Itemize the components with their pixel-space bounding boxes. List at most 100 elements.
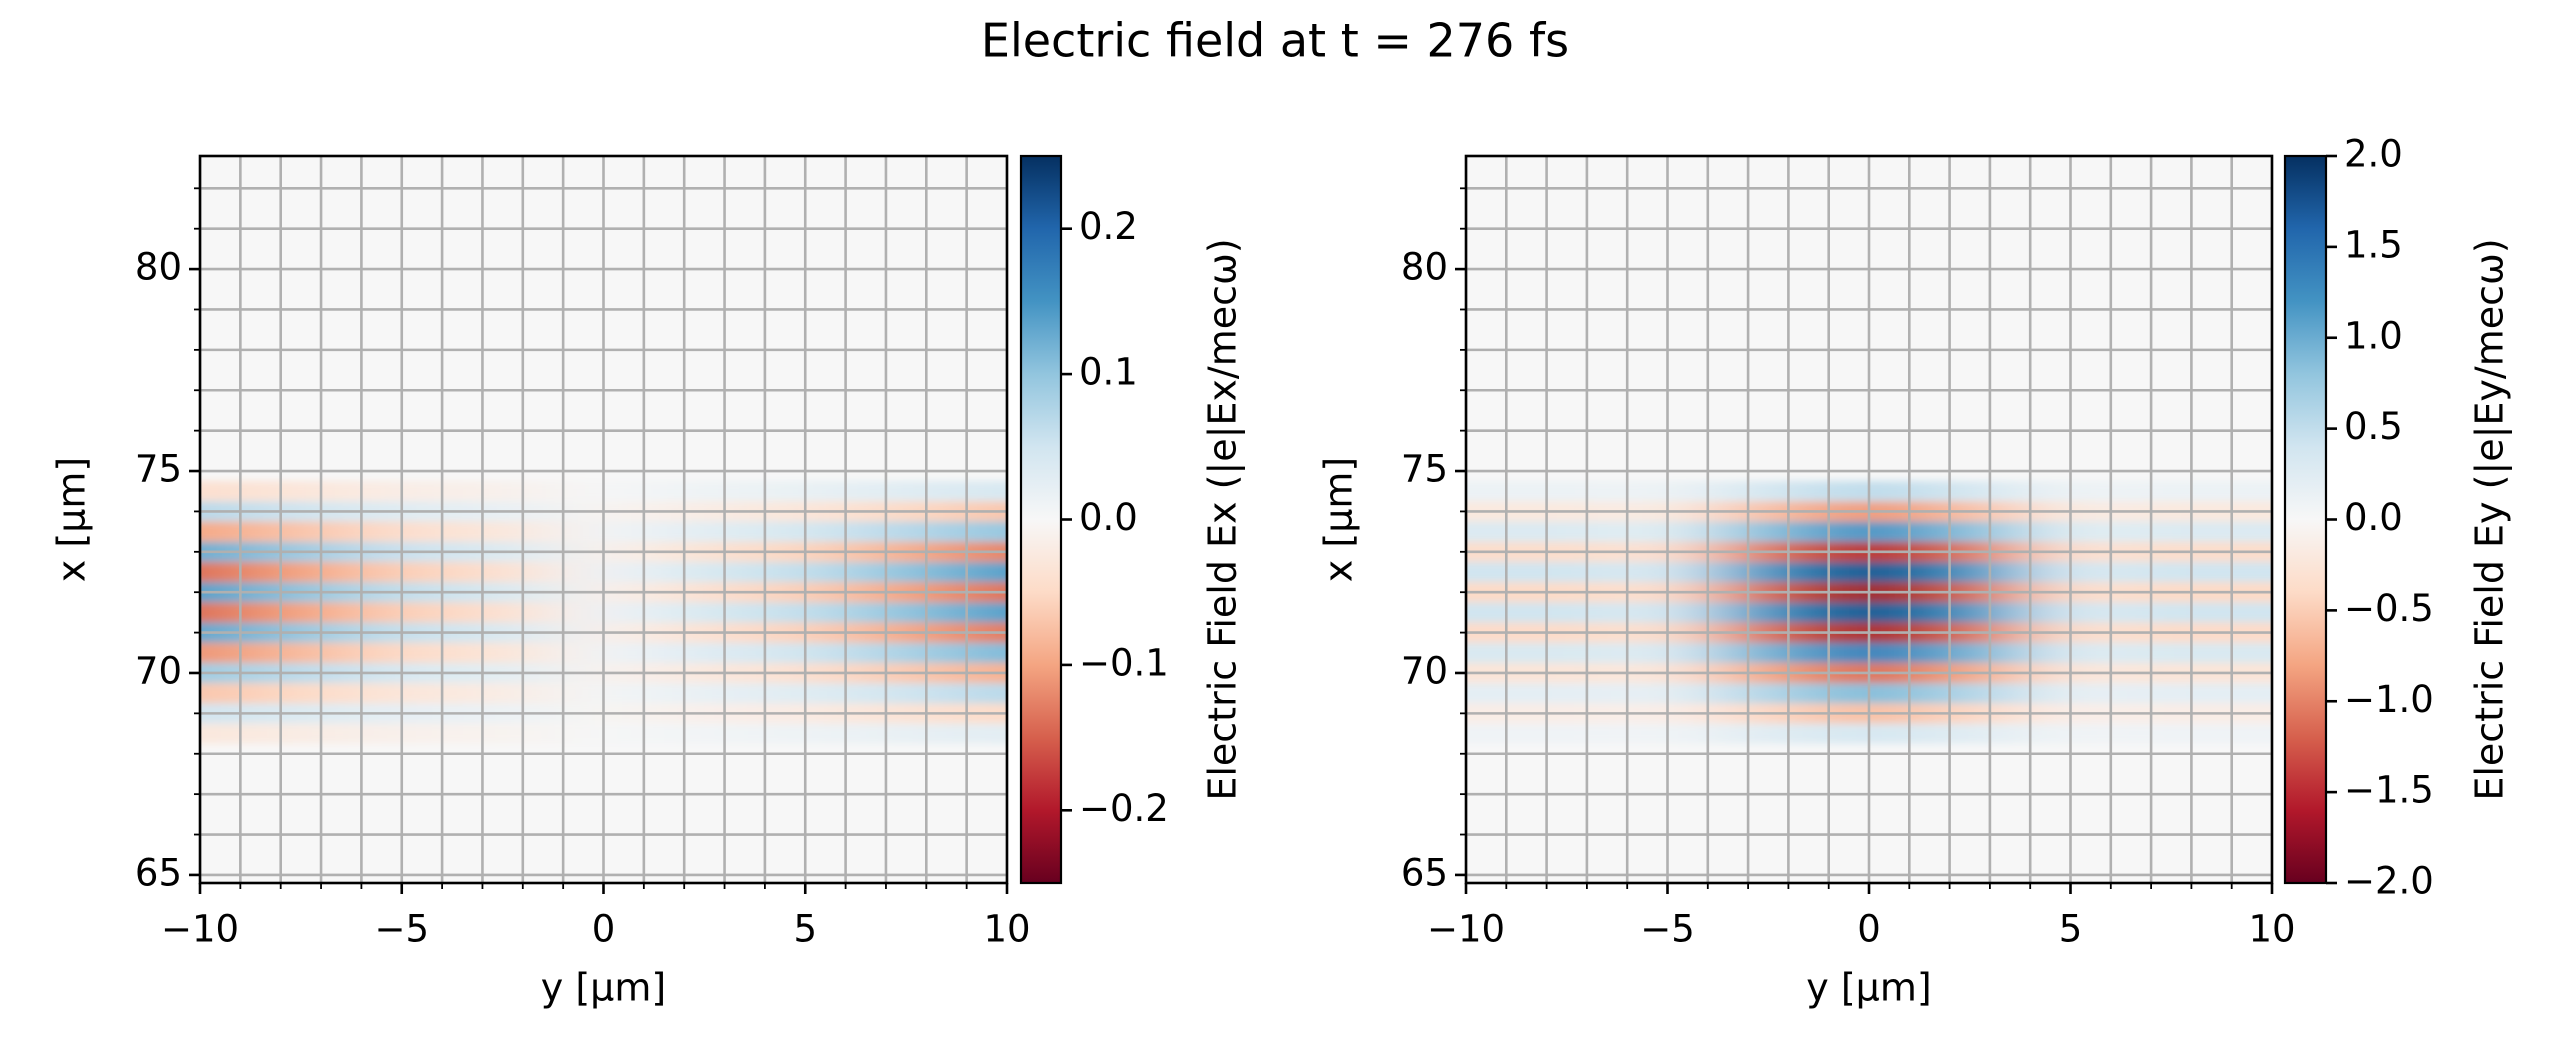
heatmap-cell [2221,481,2272,502]
heatmap-cell [653,521,755,542]
heatmap-cell [1919,683,2021,704]
heatmap-cell [2221,561,2272,583]
heatmap-cell [1516,481,1618,502]
heatmap-cell [1919,723,2021,744]
heatmap-cell [1516,683,1618,704]
heatmap-cell [1516,521,1618,542]
y-tick-label: 75 [135,448,182,491]
heatmap-cell [1717,481,1819,502]
heatmap-cell [1516,561,1618,583]
heatmap-cell [200,481,251,502]
y-axis-label: x [µm] [1317,457,1361,582]
heatmap-cell [956,723,1007,744]
colorbar-tick-label: −1.0 [2344,678,2434,721]
heatmap-cell [452,642,554,663]
heatmap-cell [200,561,251,583]
heatmap-cell [1919,602,2021,623]
heatmap-cell [200,642,251,663]
heatmap-cell [1919,561,2021,583]
heatmap-cell [2221,521,2272,542]
colorbar-tick-label: −2.0 [2344,860,2434,903]
x-tick-label: 5 [2059,908,2083,951]
x-tick-label: 10 [2248,908,2295,951]
heatmap-cell [1466,683,1517,704]
heatmap-cell [653,723,755,744]
colorbar-tick-label: 2.0 [2344,133,2403,176]
heatmap-cell [452,683,554,704]
heatmap-cell [2120,683,2222,704]
figure-title: Electric field at t = 276 fs [981,14,1569,68]
heatmap-cell [250,683,352,704]
heatmap-cell [2221,683,2272,704]
plot-area [200,156,1007,883]
heatmap-cell [855,521,957,542]
heatmap-cell [1919,521,2021,542]
heatmap-cell [200,723,251,744]
heatmap-cell [1516,642,1618,663]
heatmap-cell [2120,521,2222,542]
heatmap-cell [855,561,957,583]
x-tick-label: 0 [1857,908,1881,951]
y-tick-label: 80 [1401,246,1448,289]
heatmap-cell [1466,521,1517,542]
heatmap-cell [200,521,251,542]
plot-area [1466,156,2272,883]
heatmap-cell [1516,602,1618,623]
heatmap-cell [653,561,755,583]
heatmap-cell [653,602,755,623]
heatmap-cell [250,723,352,744]
heatmap-cell [956,683,1007,704]
heatmap-cell [1717,723,1819,744]
heatmap-cell [1717,683,1819,704]
colorbar-tick-label: 1.5 [2344,223,2403,266]
y-tick-label: 65 [1401,851,1448,894]
heatmap-cell [1466,723,1517,744]
colorbar-tick-label: −0.5 [2344,587,2434,630]
heatmap-cell [855,723,957,744]
heatmap-cell [2221,723,2272,744]
x-axis-label: y [µm] [541,966,666,1010]
heatmap-cell [956,642,1007,663]
colorbar-tick-label: 0.1 [1079,351,1138,394]
heatmap-cell [2120,723,2222,744]
colorbar-tick-label: −0.2 [1079,787,1169,830]
y-tick-label: 75 [1401,448,1448,491]
heatmap-cell [2120,602,2222,623]
x-tick-label: −10 [1427,908,1505,951]
colorbar-tick-label: 0.0 [1079,496,1138,539]
heatmap-cell [1466,602,1517,623]
x-tick-label: −5 [1640,908,1695,951]
heatmap-cell [452,521,554,542]
heatmap-cell [1717,521,1819,542]
heatmap-cell [855,481,957,502]
heatmap-cell [653,481,755,502]
x-axis-label: y [µm] [1806,966,1931,1010]
y-axis-label: x [µm] [50,457,94,582]
heatmap-cell [2120,481,2222,502]
y-tick-label: 70 [135,649,182,692]
colorbar [2283,154,2328,885]
heatmap-cell [1466,481,1517,502]
heatmap-cell [200,602,251,623]
heatmap-cell [1466,642,1517,663]
x-tick-label: 0 [592,908,616,951]
heatmap-cell [452,481,554,502]
heatmap-cell [653,683,755,704]
heatmap-cell [956,561,1007,583]
heatmap-cell [250,481,352,502]
colorbar-tick-label: 0.5 [2344,405,2403,448]
colorbar-tick-label: −0.1 [1079,641,1169,684]
heatmap-cell [1717,642,1819,663]
heatmap-cell [250,521,352,542]
heatmap-cell [452,561,554,583]
heatmap-cell [2120,561,2222,583]
y-tick-label: 65 [135,851,182,894]
heatmap-cell [1717,561,1819,583]
heatmap-cell [452,602,554,623]
x-tick-label: −5 [374,908,429,951]
heatmap-cell [2221,642,2272,663]
heatmap-cell [1466,561,1517,583]
heatmap-cell [2120,642,2222,663]
colorbar-tick-label: 1.0 [2344,314,2403,357]
